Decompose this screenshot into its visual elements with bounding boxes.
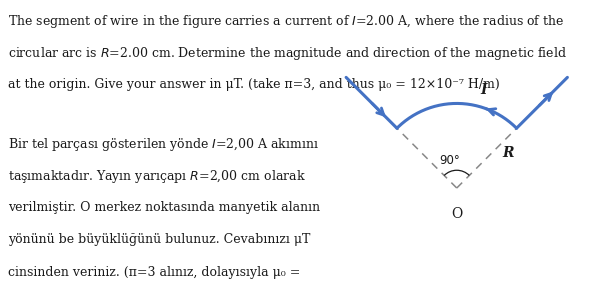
Text: Bir tel parçası gösterilen yönde $I$=2,00 A akımını: Bir tel parçası gösterilen yönde $I$=2,0… [8,136,319,153]
Text: taşımaktadır. Yayın yarıçapı $R$=2,00 cm olarak: taşımaktadır. Yayın yarıçapı $R$=2,00 cm… [8,168,306,185]
Text: at the origin. Give your answer in μT. (take π=3, and thus μ₀ = 12×10⁻⁷ H/m): at the origin. Give your answer in μT. (… [8,78,499,91]
Text: yönünü be büyüklüğünü bulunuz. Cevabınızı μT: yönünü be büyüklüğünü bulunuz. Cevabınız… [8,233,311,246]
Text: circular arc is $R$=2.00 cm. Determine the magnitude and direction of the magnet: circular arc is $R$=2.00 cm. Determine t… [8,45,567,62]
Text: cinsinden veriniz. (π=3 alınız, dolayısıyla μ₀ =: cinsinden veriniz. (π=3 alınız, dolayısı… [8,266,300,279]
Text: 90°: 90° [440,154,460,167]
Text: I: I [481,83,487,97]
Text: R: R [502,146,514,160]
Text: verilmiştir. O merkez noktasında manyetik alanın: verilmiştir. O merkez noktasında manyeti… [8,201,320,214]
Text: The segment of wire in the figure carries a current of $I$=2.00 A, where the rad: The segment of wire in the figure carrie… [8,13,565,30]
Text: O: O [451,207,462,221]
